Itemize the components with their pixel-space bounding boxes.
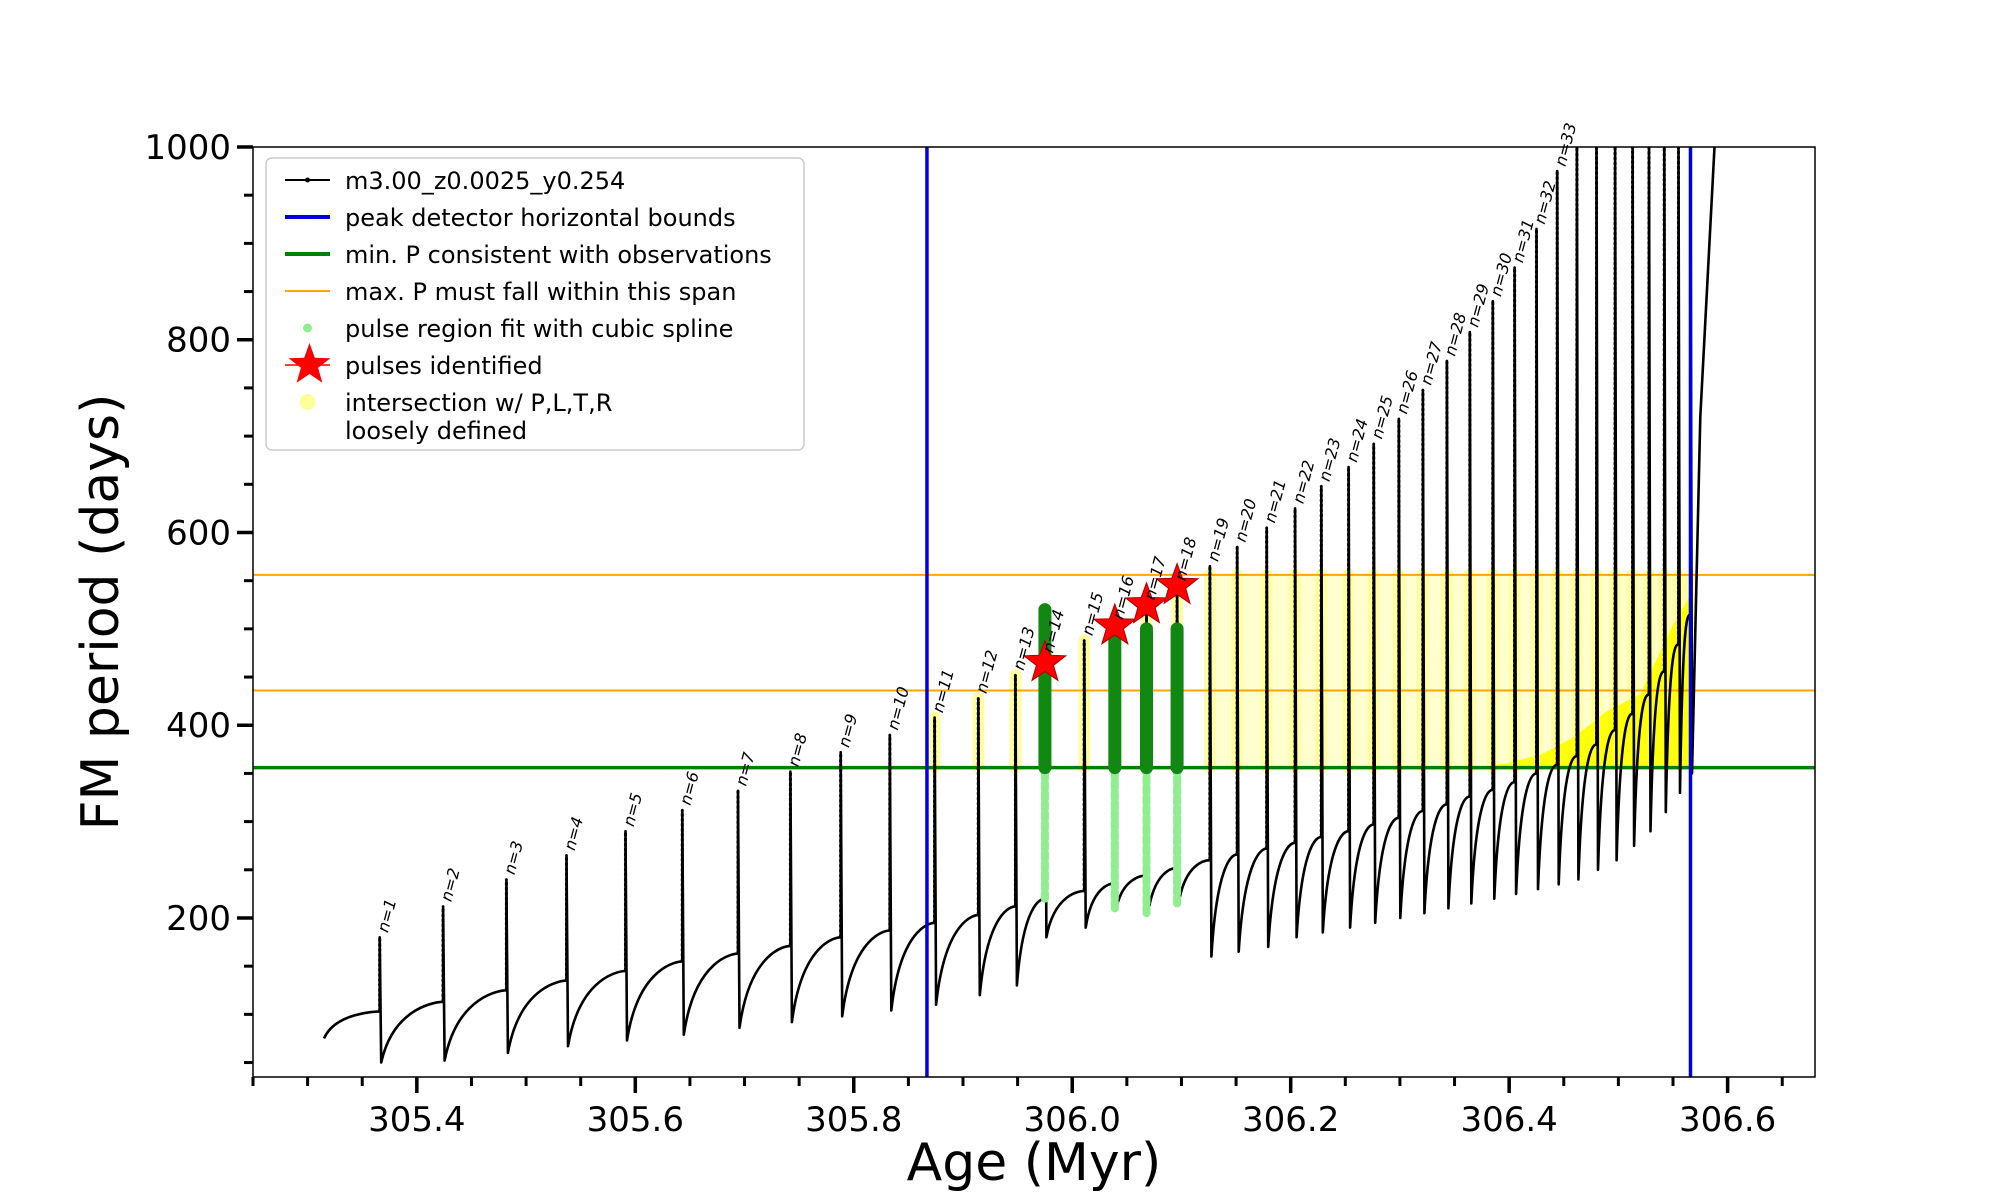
x-tick-label: 305.4: [368, 1100, 465, 1140]
peak-detector-bounds: [925, 147, 1693, 1077]
legend-label: max. P must fall within this span: [345, 278, 736, 306]
plot-area: [253, 147, 1815, 1077]
y-tick-label: 1000: [144, 128, 231, 168]
track-line: [322, 147, 1716, 1064]
x-tick-label: 306.2: [1242, 1100, 1339, 1140]
y-tick-label: 400: [166, 706, 231, 746]
legend-handle-dot: [299, 394, 316, 410]
x-tick-label: 305.8: [805, 1100, 902, 1140]
identified-pulse-star: [1154, 562, 1200, 605]
identified-pulse-star: [1022, 639, 1068, 682]
legend-handle-star: [288, 343, 331, 383]
legend-label: peak detector horizontal bounds: [345, 204, 736, 232]
legend-handle-dot: [303, 323, 312, 333]
x-axis-title: Age (Myr): [907, 1133, 1162, 1193]
legend-label: intersection w/ P,L,T,R: [345, 389, 612, 417]
y-axis: 200 400 600 800 1000: [144, 128, 253, 1065]
x-axis: 305.4 305.6 305.8 306.0 306.2 306.4 306.6: [251, 1077, 1784, 1140]
identified-pulse-star: [1124, 581, 1169, 624]
spline-fit-regions: [1038, 603, 1184, 918]
legend-label: m3.00_z0.0025_y0.254: [345, 167, 625, 195]
x-tick-label: 306.4: [1460, 1100, 1557, 1140]
x-tick-label: 306.0: [1024, 1100, 1121, 1140]
y-tick-label: 200: [166, 899, 231, 939]
y-axis-title: FM period (days): [71, 394, 131, 831]
y-tick-label: 600: [166, 513, 231, 553]
x-tick-label: 306.6: [1679, 1100, 1776, 1140]
identified-pulse-stars: [1022, 562, 1200, 682]
identified-pulse-star: [1092, 602, 1138, 646]
x-tick-label: 305.6: [587, 1100, 684, 1140]
intersection-dense-region: [1476, 574, 1691, 768]
plot-frame: [252, 146, 1816, 1078]
horizontal-reference-lines: [253, 573, 1815, 770]
legend-label: min. P consistent with observations: [345, 241, 772, 269]
y-tick-label: 800: [166, 321, 231, 361]
legend-handle-dot: [305, 177, 310, 183]
legend-label: loosely defined: [345, 417, 527, 445]
legend-box: [265, 157, 805, 451]
legend-label: pulse region fit with cubic spline: [345, 315, 733, 343]
legend-label: pulses identified: [345, 352, 543, 380]
